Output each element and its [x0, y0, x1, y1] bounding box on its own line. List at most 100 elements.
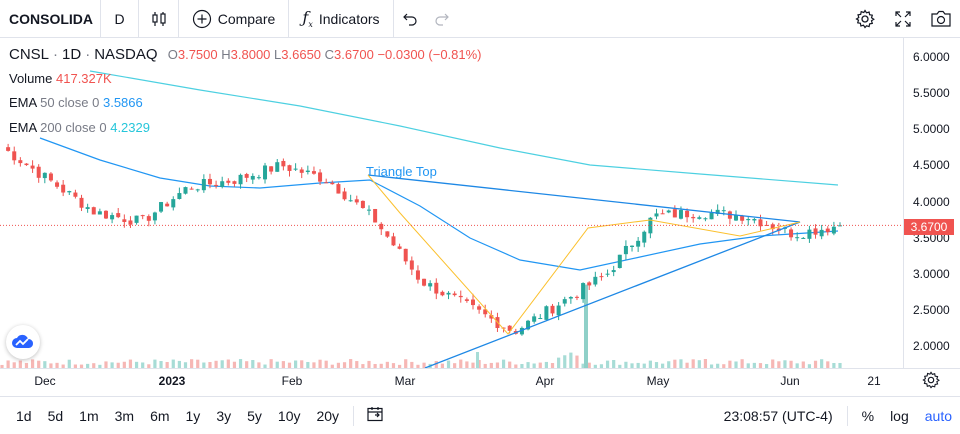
volume-label: Volume	[9, 71, 53, 86]
candle-body	[195, 189, 200, 191]
legend-exchange: NASDAQ	[94, 46, 158, 63]
snapshot-button[interactable]	[922, 0, 960, 38]
volume-bar	[685, 362, 689, 368]
candle-body	[544, 306, 549, 320]
volume-bar	[269, 359, 273, 368]
volume-bar	[379, 363, 383, 368]
ema200-legend[interactable]: EMA 200 close 0 4.2329	[9, 120, 150, 135]
volume-bar	[251, 360, 255, 368]
range-button-5y[interactable]: 5y	[247, 407, 262, 424]
volume-bar	[165, 362, 169, 368]
candle-body	[630, 245, 635, 247]
candle-body	[428, 283, 433, 287]
candle-body	[740, 215, 745, 221]
range-button-20y[interactable]: 20y	[316, 407, 340, 424]
volume-bar	[618, 364, 622, 368]
volume-bar	[826, 361, 830, 368]
price-axis[interactable]: 6.0000 5.5000 5.0000 4.5000 4.0000 3.5000 3.00…	[903, 38, 960, 368]
ema50-legend[interactable]: EMA 50 close 0 3.5866	[9, 95, 143, 110]
volume-bar	[361, 364, 365, 368]
range-button-3y[interactable]: 3y	[216, 407, 232, 424]
price-tick-label: 2.5000	[913, 302, 950, 317]
volume-bar	[226, 359, 230, 368]
open-value: 3.7500	[177, 47, 218, 62]
volume-bar	[294, 360, 298, 368]
date-range-icon[interactable]	[360, 405, 390, 426]
volume-bar	[801, 361, 805, 368]
volume-bar	[697, 360, 701, 368]
high-label: H	[221, 47, 231, 62]
candle-body	[587, 282, 592, 286]
indicators-button[interactable]: ƒx Indicators	[289, 0, 394, 38]
volume-bar	[624, 361, 628, 368]
chart-pane[interactable]: Triangle Top CNSL · 1D · NASDAQ O3.7500 H3.8…	[0, 38, 903, 369]
range-button-3m[interactable]: 3m	[114, 407, 135, 424]
candle-body	[330, 182, 335, 185]
volume-bar	[807, 364, 812, 368]
fullscreen-button[interactable]	[884, 0, 922, 38]
volume-bar	[477, 360, 481, 368]
candle-body	[122, 219, 127, 222]
undo-icon[interactable]	[402, 11, 418, 27]
range-button-1y[interactable]: 1y	[185, 407, 201, 424]
candle-body	[281, 160, 286, 167]
candle-body	[660, 213, 665, 215]
volume-bar	[159, 361, 163, 368]
candle-body	[232, 181, 237, 184]
volume-bar	[214, 360, 218, 368]
symbol-label: CONSOLIDA	[9, 10, 93, 27]
chart-style-button[interactable]	[139, 0, 179, 38]
bottom-toolbar: 1d 5d 1m 3m 6m 1y 3y 5y 10y 20y 23:08:57 (UTC-4) …	[0, 396, 960, 434]
volume-bar	[563, 355, 567, 368]
log-toggle[interactable]: log	[890, 407, 909, 424]
candle-body	[636, 240, 641, 247]
volume-bar	[306, 361, 310, 368]
candle-body	[489, 315, 494, 319]
cloud-logo-icon	[12, 334, 34, 348]
candle-body	[715, 209, 720, 214]
range-button-6m[interactable]: 6m	[150, 407, 170, 424]
volume-bar	[275, 361, 279, 368]
price-chart[interactable]: Triangle Top	[0, 38, 903, 369]
compare-button[interactable]: Compare	[179, 0, 289, 38]
ema50-value: 3.5866	[102, 95, 143, 110]
candle-body	[764, 224, 769, 226]
clock-time[interactable]: 23:08:57 (UTC-4)	[723, 407, 833, 424]
range-button-10y[interactable]: 10y	[277, 407, 301, 424]
candle-body	[727, 211, 732, 219]
volume-bar	[397, 364, 402, 368]
volume-bar	[532, 363, 536, 368]
settings-button[interactable]	[846, 0, 884, 38]
time-axis[interactable]: Dec 2023 Feb Mar Apr May Jun 21	[0, 368, 960, 393]
camera-icon	[931, 10, 951, 27]
axis-settings-button[interactable]	[922, 371, 940, 394]
range-button-5d[interactable]: 5d	[47, 407, 64, 424]
toolbar-right	[846, 0, 960, 38]
range-button-1m[interactable]: 1m	[79, 407, 99, 424]
pattern-zigzag	[367, 174, 801, 335]
volume-legend[interactable]: Volume 417.327K	[9, 71, 112, 86]
auto-toggle[interactable]: auto	[924, 407, 952, 424]
candle-body	[24, 163, 29, 166]
interval-button[interactable]: D	[101, 0, 139, 38]
candle-body	[55, 182, 60, 187]
volume-spike-bar	[584, 284, 588, 368]
candle-body	[207, 178, 212, 185]
percent-toggle[interactable]: %	[861, 407, 875, 424]
volume-bar	[581, 363, 585, 368]
ema200-label: EMA	[9, 120, 37, 135]
redo-icon[interactable]	[434, 11, 450, 27]
tradingview-logo-button[interactable]	[6, 325, 40, 359]
volume-bar	[544, 361, 548, 368]
candle-body	[293, 168, 298, 170]
candle-body	[642, 231, 647, 243]
candle-body	[134, 215, 139, 223]
candle-body	[617, 254, 622, 268]
price-tick-label: 5.0000	[913, 122, 950, 137]
last-price-tag: 3.6700	[904, 219, 954, 235]
symbol-search-button[interactable]: CONSOLIDA	[0, 0, 101, 38]
ema200-params: 200 close 0	[40, 120, 107, 135]
range-button-1d[interactable]: 1d	[16, 407, 32, 424]
candle-body	[311, 171, 316, 174]
candle-body	[299, 169, 304, 173]
